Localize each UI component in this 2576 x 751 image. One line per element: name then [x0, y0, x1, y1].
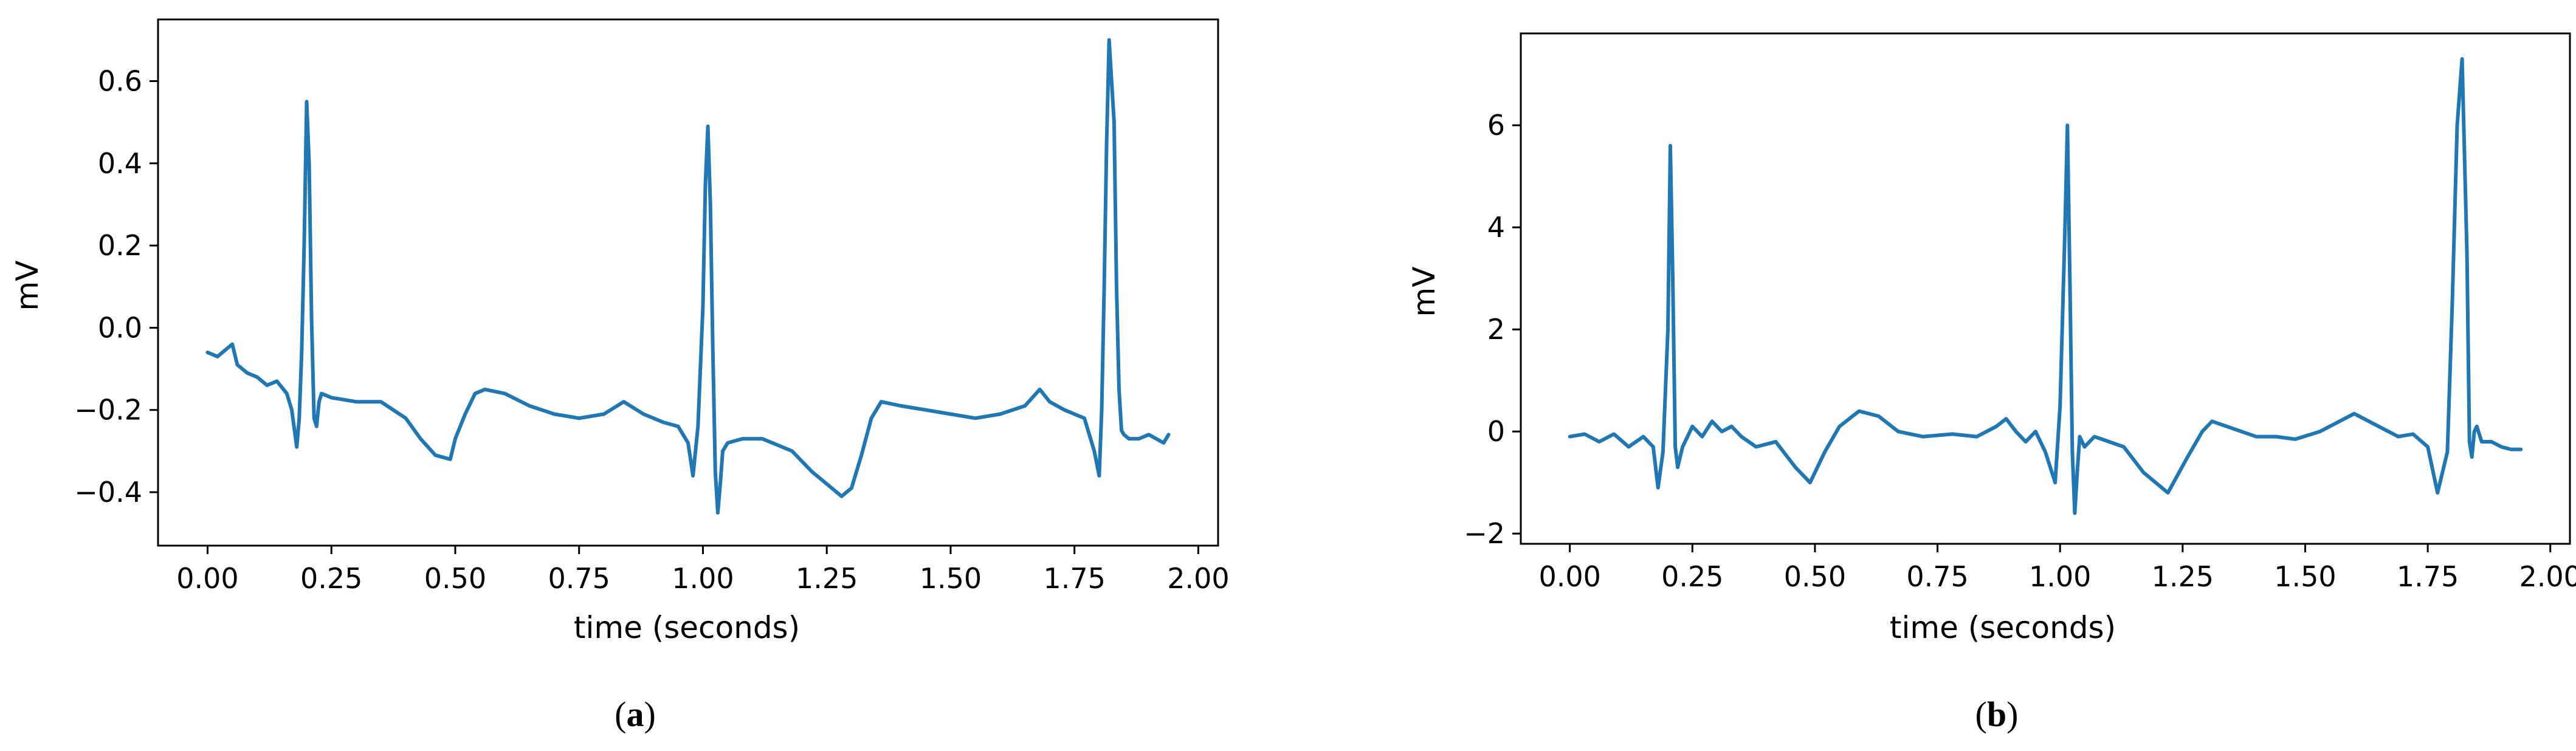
series-line-b-0 [1568, 57, 2523, 515]
chart-panel-a: 0.00 0.25 0.50 0.75 1.00 1.25 1.50 1.75 2.00 −0.4… [10, 18, 1230, 734]
x-tick-label-a-0: 0.00 [176, 562, 238, 595]
y-tick-label-a-4: 0.4 [98, 147, 142, 180]
x-tick-label-b-5: 1.25 [2152, 560, 2214, 593]
plot-area-b: 0.00 0.25 0.50 0.75 1.00 1.25 1.50 1.75 2.00 −2 0 2… [1464, 32, 2576, 593]
y-tick-label-a-0: −0.4 [74, 476, 142, 509]
panel-caption-letter-b: b [1987, 694, 2006, 734]
panel-caption-b: (b) [1975, 694, 2019, 734]
y-tick-label-a-2: 0.0 [98, 311, 142, 344]
axes-frame-a [157, 18, 1219, 547]
y-tick-label-a-5: 0.6 [98, 64, 142, 97]
x-tick-label-a-5: 1.25 [796, 562, 858, 595]
y-axis-label-b: mV [1407, 267, 1442, 317]
x-tick-label-b-6: 1.50 [2274, 560, 2336, 593]
y-tick-label-b-0: −2 [1464, 517, 1505, 550]
y-tick-label-b-2: 2 [1487, 313, 1505, 346]
x-axis-label-a: time (seconds) [574, 610, 800, 645]
plot-area-a: 0.00 0.25 0.50 0.75 1.00 1.25 1.50 1.75 2.00 −0.4… [74, 18, 1230, 595]
x-tick-label-a-3: 0.75 [548, 562, 610, 595]
series-line-a-0 [205, 38, 1171, 515]
x-tick-label-b-1: 0.25 [1661, 560, 1723, 593]
panel-caption-a: (a) [615, 694, 656, 734]
y-tick-label-a-3: 0.2 [98, 229, 142, 262]
x-tick-label-b-8: 2.00 [2519, 560, 2576, 593]
x-tick-label-b-2: 0.50 [1784, 560, 1846, 593]
x-tick-label-a-1: 0.25 [300, 562, 362, 595]
x-tick-label-a-2: 0.50 [424, 562, 486, 595]
y-tick-label-b-4: 6 [1487, 109, 1505, 142]
x-tick-label-b-4: 1.00 [2029, 560, 2091, 593]
x-tick-label-b-3: 0.75 [1906, 560, 1968, 593]
y-tick-label-a-1: −0.2 [74, 394, 142, 427]
x-tick-label-a-7: 1.75 [1043, 562, 1105, 595]
panel-caption-letter-a: a [627, 694, 644, 734]
x-tick-label-a-4: 1.00 [672, 562, 734, 595]
x-tick-label-a-8: 2.00 [1167, 562, 1229, 595]
y-axis-label-a: mV [10, 261, 45, 311]
y-tick-label-b-1: 0 [1487, 415, 1505, 448]
x-tick-label-b-7: 1.75 [2397, 560, 2459, 593]
x-tick-label-b-0: 0.00 [1538, 560, 1600, 593]
x-tick-label-a-6: 1.50 [920, 562, 982, 595]
axes-frame-b [1520, 32, 2571, 545]
y-tick-label-b-3: 4 [1487, 211, 1505, 244]
x-axis-label-b: time (seconds) [1890, 610, 2116, 645]
chart-panel-b: 0.00 0.25 0.50 0.75 1.00 1.25 1.50 1.75 2.00 −2 0 2… [1407, 32, 2576, 734]
